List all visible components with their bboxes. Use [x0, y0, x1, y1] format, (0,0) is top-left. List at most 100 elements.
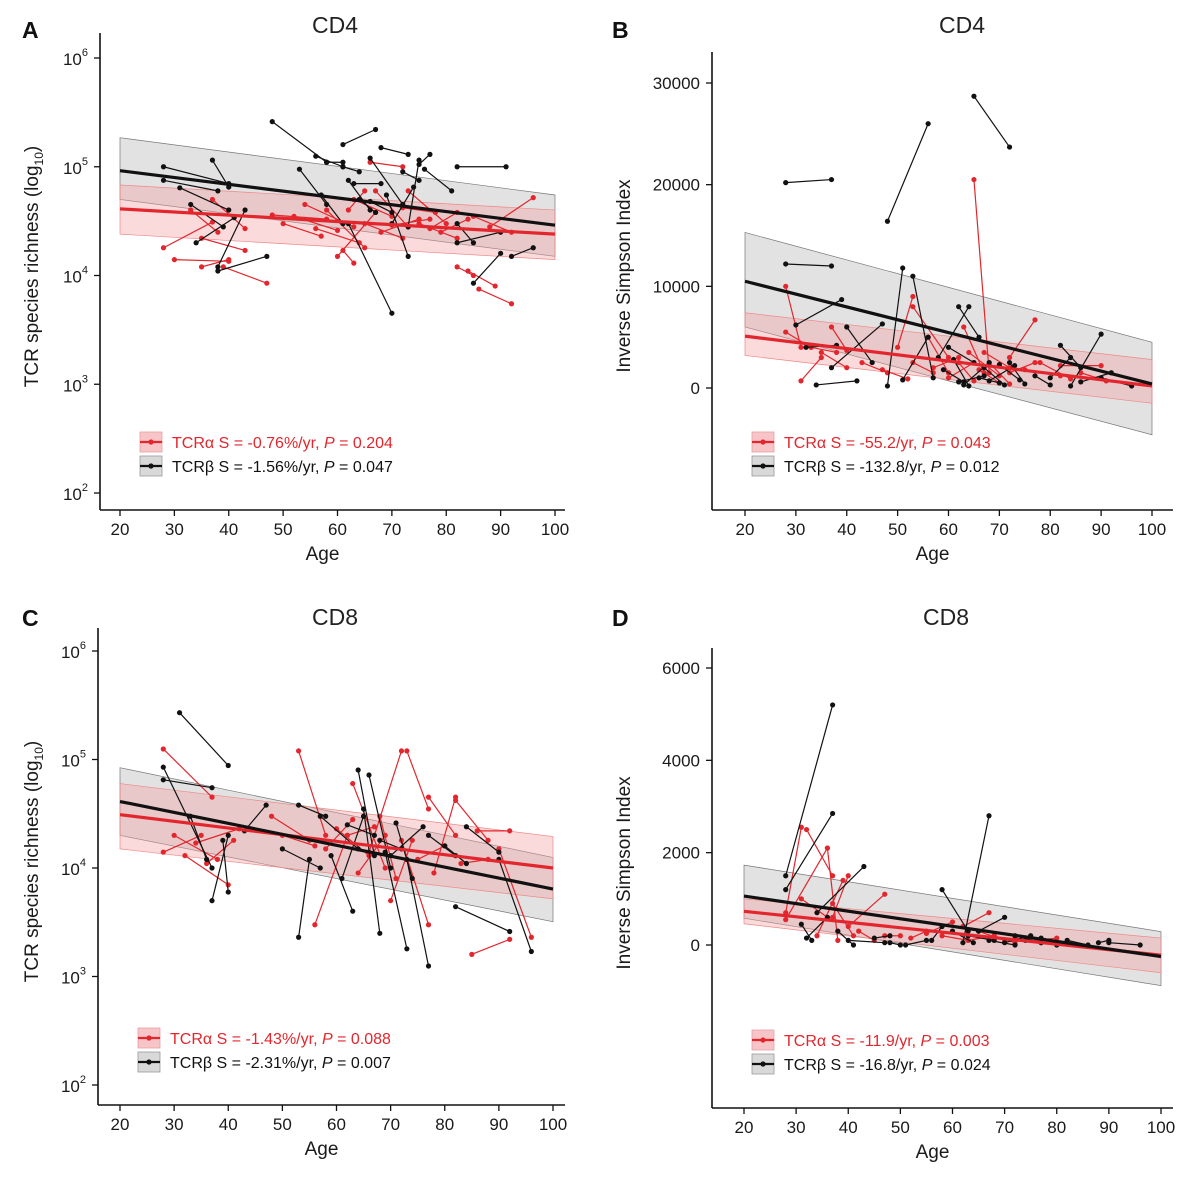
y-axis-label: Inverse Simpson Index [614, 179, 635, 373]
pair-line-beta [1009, 362, 1026, 385]
data-point-alpha [313, 225, 319, 232]
pair-line-alpha [440, 218, 469, 233]
data-point-alpha [362, 188, 368, 194]
data-point-beta [421, 166, 428, 172]
data-point-alpha [1032, 359, 1038, 366]
data-point-alpha [242, 225, 248, 232]
pair-line-alpha [973, 179, 990, 373]
data-point-alpha [530, 195, 536, 201]
data-point-beta [902, 942, 909, 948]
data-point-beta [803, 344, 809, 350]
data-point-alpha [204, 860, 210, 867]
data-point-beta [910, 273, 916, 279]
data-point-beta [1095, 940, 1102, 946]
data-point-beta [929, 937, 935, 943]
x-tick-label: 90 [1099, 1118, 1118, 1137]
data-point-beta [355, 767, 361, 773]
data-point-beta [1002, 940, 1008, 946]
pair-line-alpha [785, 847, 828, 920]
data-point-beta [226, 207, 232, 213]
pair-line-beta [217, 209, 246, 268]
x-tick-label: 60 [943, 1118, 962, 1137]
panel-letter: D [612, 605, 629, 631]
pair-line-beta [211, 835, 229, 901]
data-point-beta [882, 940, 888, 946]
y-axis-label: TCR species richness (log10) [22, 146, 46, 387]
fit-line-beta [119, 799, 554, 891]
data-point-beta [835, 928, 841, 934]
data-point-alpha [939, 933, 945, 939]
data-point-beta [188, 201, 194, 208]
data-point-alpha [454, 235, 460, 241]
pair-line-alpha [370, 161, 403, 168]
y-tick-label: 6000 [662, 659, 700, 678]
data-point-beta [176, 710, 183, 716]
data-point-beta [986, 937, 992, 943]
pair-line-alpha [983, 351, 1010, 369]
data-point-alpha [844, 365, 850, 371]
data-point-beta [986, 813, 992, 819]
data-point-alpha [945, 375, 952, 381]
pair-line-alpha [195, 828, 240, 844]
data-point-alpha [431, 870, 437, 876]
pair-line-alpha [428, 796, 457, 836]
data-point-beta [160, 777, 166, 783]
data-point-beta [442, 843, 448, 849]
pair-line-beta [424, 168, 453, 192]
fit-line-beta [743, 894, 1162, 959]
data-point-alpha [350, 780, 356, 787]
data-point-beta [393, 820, 399, 826]
x-tick-label: 40 [219, 1115, 238, 1134]
data-point-alpha [879, 367, 885, 373]
pair-line-beta [179, 187, 229, 211]
data-point-alpha [438, 229, 444, 235]
data-point-beta [783, 261, 789, 267]
y-tick-label: 104 [63, 265, 88, 287]
data-point-beta [793, 322, 799, 328]
data-point-alpha [404, 748, 410, 754]
data-point-beta [177, 185, 183, 191]
data-point-beta [900, 377, 906, 383]
data-point-beta [879, 321, 885, 327]
data-point-beta [160, 164, 167, 170]
data-point-alpha [400, 164, 406, 170]
data-point-alpha [425, 806, 432, 812]
data-point-alpha [830, 873, 836, 879]
data-point-alpha [1054, 935, 1060, 941]
pair-line-beta [1080, 372, 1112, 383]
y-tick-label: 4000 [662, 751, 700, 770]
data-point-beta [209, 865, 215, 871]
data-point-alpha [160, 746, 166, 752]
x-tick-label: 20 [111, 520, 130, 539]
data-point-alpha [1006, 381, 1013, 387]
pair-line-beta [1034, 375, 1051, 386]
pair-line-alpha [402, 207, 436, 214]
pair-line-alpha [400, 840, 430, 925]
data-point-beta [420, 824, 426, 830]
data-point-alpha [971, 176, 977, 183]
data-point-beta [956, 379, 962, 385]
pair-line-beta [831, 323, 883, 369]
y-tick-label: 0 [691, 379, 700, 398]
data-point-beta [360, 806, 367, 812]
pair-line-beta [163, 179, 218, 192]
data-point-beta [828, 176, 835, 183]
y-tick-label: 2000 [662, 844, 700, 863]
x-tick-label: 60 [328, 520, 347, 539]
pair-line-alpha [785, 827, 802, 913]
pair-line-alpha [826, 847, 839, 941]
data-point-alpha [324, 207, 330, 213]
data-point-beta [339, 875, 345, 882]
pair-line-beta [837, 930, 854, 946]
fit-line-alpha [744, 334, 1153, 388]
data-point-beta [296, 934, 302, 940]
data-point-beta [1098, 331, 1104, 337]
data-point-alpha [476, 286, 482, 292]
pair-line-beta [357, 769, 375, 856]
pair-line-alpha [298, 750, 327, 836]
pair-line-alpha [978, 369, 1000, 384]
data-point-alpha [171, 257, 177, 263]
data-point-alpha [528, 934, 534, 940]
data-point-alpha [427, 216, 433, 222]
